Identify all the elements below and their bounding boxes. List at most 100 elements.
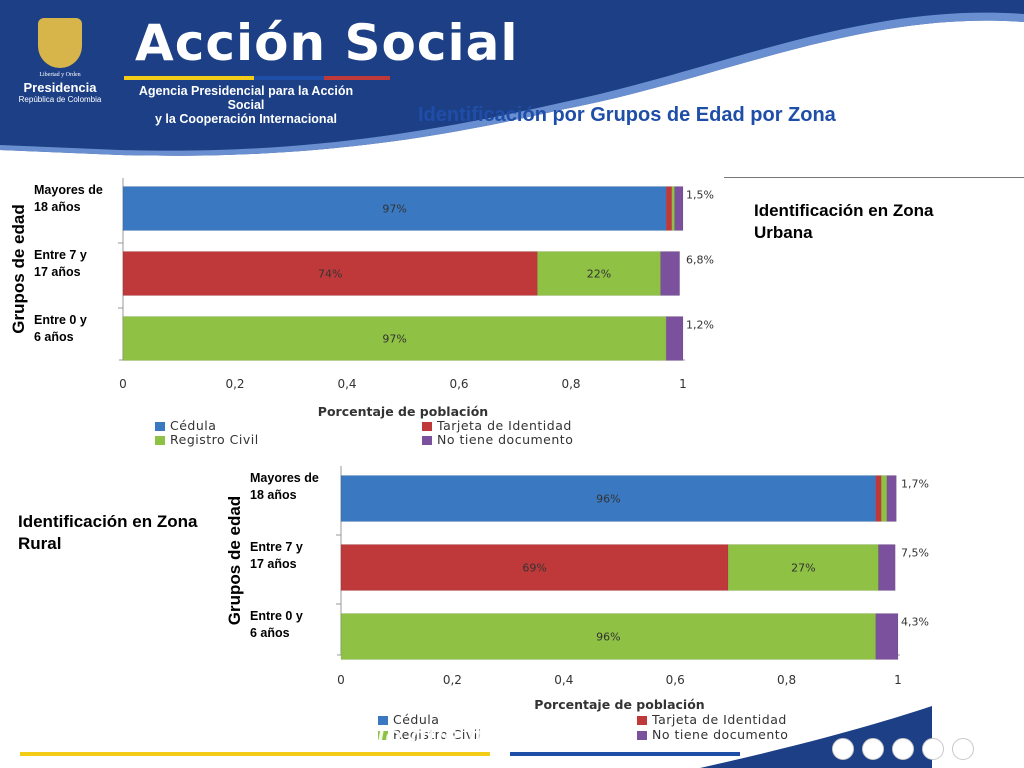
bar-segment xyxy=(660,251,680,296)
legend-label: Tarjeta de Identidad xyxy=(436,418,572,433)
data-label: 22% xyxy=(587,268,611,281)
legend-swatch xyxy=(155,422,165,431)
category-label: Mayores de xyxy=(250,471,319,485)
data-label: 1,5% xyxy=(686,189,714,202)
category-label: 6 años xyxy=(34,330,74,344)
data-label: 7,5% xyxy=(901,547,929,560)
legend-label: Registro Civil xyxy=(170,432,259,447)
data-label: 96% xyxy=(596,631,620,644)
bar-segment xyxy=(878,544,896,591)
brand-subtitle: Agencia Presidencial para la Acción Soci… xyxy=(126,84,366,126)
rural-zone-label: Identificación en Zona Rural xyxy=(18,512,198,553)
bar-segment xyxy=(122,316,667,361)
brand-name: Acción Social xyxy=(135,14,519,72)
bar-segment xyxy=(886,475,897,522)
data-label: 6,8% xyxy=(686,254,714,267)
bar-segment xyxy=(875,475,882,522)
footer-slogan: Fe en lo que somos y en lo que podemos. xyxy=(44,720,599,750)
slide-title: Identificación por Grupos de Edad por Zo… xyxy=(418,104,836,126)
data-label: 96% xyxy=(596,493,620,506)
legend-swatch xyxy=(422,422,432,431)
bar-segment xyxy=(665,186,673,231)
badge-icon xyxy=(922,738,944,760)
x-tick-label: 0,4 xyxy=(337,377,356,391)
category-label: 17 años xyxy=(34,265,81,279)
category-label: 18 años xyxy=(250,488,297,502)
x-axis-title: Porcentaje de población xyxy=(534,697,704,712)
category-label: Entre 0 y xyxy=(250,609,303,623)
footer-line-yellow xyxy=(20,752,490,756)
header-wave xyxy=(0,0,1024,156)
y-axis-title: Grupos de edad xyxy=(9,204,28,333)
bar-segment xyxy=(122,186,667,231)
x-tick-label: 1 xyxy=(894,673,902,687)
bar-segment xyxy=(340,544,729,591)
brand-bar-yellow xyxy=(124,76,254,80)
data-label: 27% xyxy=(791,562,815,575)
footer-line-blue xyxy=(510,752,740,756)
legend-swatch xyxy=(155,436,165,445)
bar-segment xyxy=(727,544,879,591)
legend-swatch xyxy=(637,716,647,725)
badge-icon xyxy=(952,738,974,760)
logo-motto: Libertad y Orden xyxy=(39,72,81,78)
data-label: 1,7% xyxy=(901,478,929,491)
badge-icon xyxy=(832,738,854,760)
x-tick-label: 0,8 xyxy=(561,377,580,391)
bar-segment xyxy=(122,251,538,296)
coat-of-arms-icon xyxy=(38,18,82,68)
bar-segment xyxy=(340,475,876,522)
bar-segment xyxy=(875,613,899,660)
x-tick-label: 0 xyxy=(119,377,127,391)
bar-segment xyxy=(881,475,888,522)
urban-zone-label: Identificación en Zona Urbana xyxy=(754,201,934,242)
bar-segment xyxy=(665,316,684,361)
x-tick-label: 0,4 xyxy=(554,673,573,687)
presidencia-logo: Libertad y Orden Presidencia República d… xyxy=(10,14,110,134)
category-label: Entre 0 y xyxy=(34,313,87,327)
legend-swatch xyxy=(378,731,388,740)
x-tick-label: 0,8 xyxy=(777,673,796,687)
footer-wave xyxy=(700,700,1024,768)
bar-segment xyxy=(674,186,684,231)
legend-swatch xyxy=(378,716,388,725)
brand-bar-blue xyxy=(254,76,324,80)
x-tick-label: 0,2 xyxy=(443,673,462,687)
legend-label: No tiene documento xyxy=(437,432,573,447)
x-tick-label: 1 xyxy=(679,377,687,391)
data-label: 97% xyxy=(382,333,406,346)
bar-segment xyxy=(340,613,876,660)
data-label: 1,2% xyxy=(686,319,714,332)
category-label: 17 años xyxy=(250,557,297,571)
brand-bar-red xyxy=(324,76,390,80)
legend-label: No tiene documento xyxy=(652,727,788,742)
x-tick-label: 0,2 xyxy=(225,377,244,391)
legend-label: Cédula xyxy=(170,418,216,433)
bar-segment xyxy=(671,186,675,231)
category-label: 6 años xyxy=(250,626,290,640)
category-label: Mayores de xyxy=(34,183,103,197)
badge-icon xyxy=(892,738,914,760)
brand-subtitle-line2: y la Cooperación Internacional xyxy=(155,112,337,126)
data-label: 69% xyxy=(522,562,546,575)
legend-swatch xyxy=(637,731,647,740)
legend-swatch xyxy=(422,436,432,445)
x-tick-label: 0 xyxy=(337,673,345,687)
x-tick-label: 0,6 xyxy=(666,673,685,687)
category-label: 18 años xyxy=(34,200,81,214)
category-label: Entre 7 y xyxy=(250,540,303,554)
x-tick-label: 0,6 xyxy=(449,377,468,391)
brand-subtitle-line1: Agencia Presidencial para la Acción Soci… xyxy=(138,84,354,112)
legend-label: Tarjeta de Identidad xyxy=(651,712,787,727)
legend-label: Cédula xyxy=(393,712,439,727)
title-divider xyxy=(724,177,1024,178)
data-label: 4,3% xyxy=(901,616,929,629)
logo-country: República de Colombia xyxy=(18,95,102,104)
x-axis-title: Porcentaje de población xyxy=(318,404,488,419)
logo-name: Presidencia xyxy=(23,80,97,95)
legend-label: Registro Civil xyxy=(393,727,482,742)
bar-segment xyxy=(537,251,661,296)
category-label: Entre 7 y xyxy=(34,248,87,262)
data-label: 97% xyxy=(382,203,406,216)
